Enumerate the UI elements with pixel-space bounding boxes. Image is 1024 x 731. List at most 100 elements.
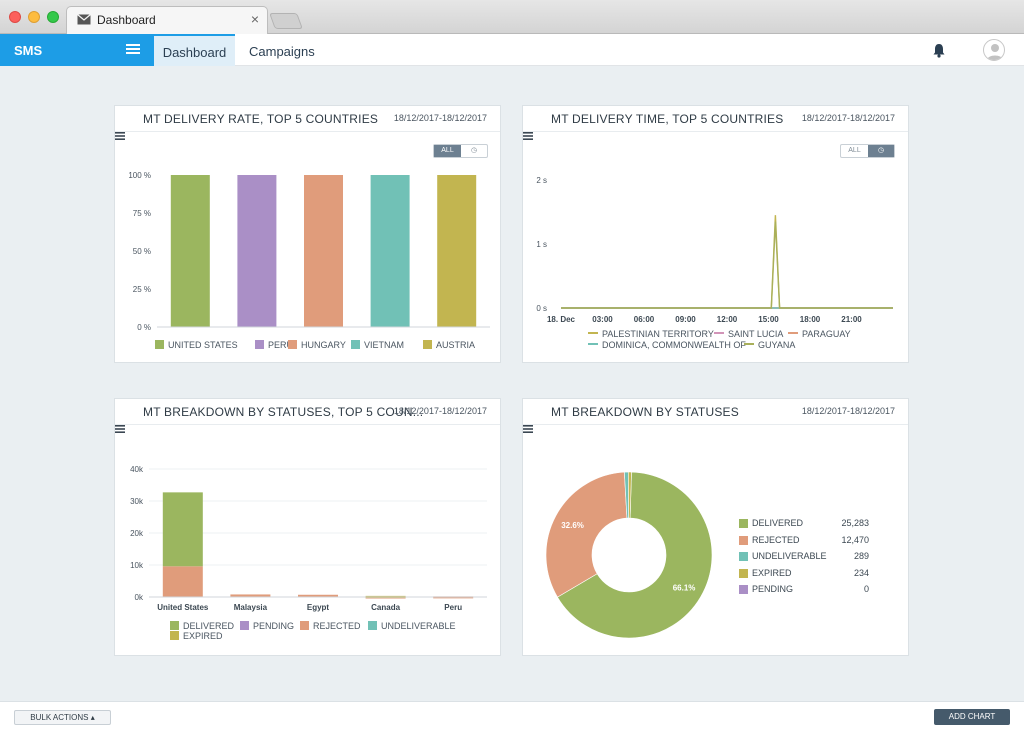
avatar[interactable] (983, 39, 1005, 61)
toggle-all[interactable]: ALL (848, 147, 861, 154)
card-title: MT BREAKDOWN BY STATUSES (551, 405, 739, 419)
legend-item[interactable]: PERU (255, 340, 293, 350)
clock-icon[interactable]: ◷ (868, 145, 894, 157)
card-date-range[interactable]: 18/12/2017-18/12/2017 (801, 406, 895, 416)
menu-icon[interactable] (126, 42, 140, 56)
legend-swatch (739, 585, 748, 594)
donut-slice-delivered (557, 471, 713, 639)
legend-item[interactable]: UNDELIVERABLE (368, 621, 456, 631)
legend-swatch (288, 340, 297, 349)
x-tick-label: 15:00 (758, 315, 779, 324)
legend-label: VIETNAM (364, 340, 405, 350)
x-tick-label: Canada (371, 603, 400, 612)
y-tick-label: 2 s (536, 176, 547, 185)
card-menu-icon[interactable] (115, 132, 125, 140)
x-tick-label: 09:00 (675, 315, 696, 324)
legend-swatch (255, 340, 264, 349)
envelope-icon (77, 14, 91, 25)
tab-campaigns[interactable]: Campaigns (249, 44, 315, 59)
x-tick-label: Malaysia (234, 603, 268, 612)
legend-item[interactable]: DELIVERED (170, 621, 234, 631)
view-toggle: ALL ◷ (840, 144, 895, 158)
legend-swatch (588, 343, 598, 345)
legend-item[interactable]: GUYANA (744, 340, 795, 350)
card-date-range[interactable]: 18/12/2017-18/12/2017 (801, 113, 895, 123)
legend-item[interactable]: EXPIRED (170, 631, 223, 641)
y-tick-label: 30k (130, 497, 144, 506)
legend-label: DELIVERED (183, 621, 235, 631)
legend-label: EXPIRED (183, 631, 223, 641)
card-title: MT DELIVERY RATE, TOP 5 COUNTRIES (143, 112, 379, 126)
legend-item[interactable]: PARAGUAY (788, 329, 851, 339)
legend-item[interactable]: DOMINICA, COMMONWEALTH OF (588, 340, 746, 350)
card-date-range[interactable]: 18/12/2017-18/12/2017 (393, 113, 487, 123)
legend-label: DOMINICA, COMMONWEALTH OF (602, 340, 746, 350)
legend-swatch (170, 621, 179, 630)
legend-item[interactable]: UNITED STATES (155, 340, 238, 350)
y-tick-label: 1 s (536, 240, 547, 249)
x-tick-label: 12:00 (717, 315, 738, 324)
card-menu-icon[interactable] (115, 425, 125, 433)
legend-swatch (155, 340, 164, 349)
browser-tab-title: Dashboard (97, 13, 156, 27)
bell-icon[interactable] (932, 43, 946, 58)
bulk-actions-button[interactable]: BULK ACTIONS ▴ (14, 710, 111, 725)
card-title: MT DELIVERY TIME, TOP 5 COUNTRIES (551, 112, 784, 126)
clock-icon[interactable]: ◷ (470, 147, 478, 154)
legend-item[interactable]: REJECTED (300, 621, 361, 631)
tab-dashboard[interactable]: Dashboard (154, 34, 235, 66)
legend-item[interactable]: VIETNAM (351, 340, 404, 350)
legend-swatch (351, 340, 360, 349)
window-minimize-button[interactable] (28, 11, 40, 23)
new-tab-button[interactable] (269, 13, 303, 29)
browser-tab[interactable]: Dashboard × (66, 6, 268, 35)
legend-swatch (788, 332, 798, 334)
legend-item[interactable]: UNDELIVERABLE 289 (739, 551, 869, 568)
legend-item[interactable]: REJECTED 12,470 (739, 535, 869, 552)
card-header: MT BREAKDOWN BY STATUSES 18/12/2017-18/1… (523, 399, 908, 433)
window-close-button[interactable] (9, 11, 21, 23)
bar-segment-rejected (298, 594, 338, 597)
breakdown-statuses-donut: 66.1% 32.6% (545, 471, 713, 639)
legend-item[interactable]: PENDING 0 (739, 584, 869, 601)
legend-swatch (423, 340, 432, 349)
legend-label: UNDELIVERABLE (381, 621, 456, 631)
legend-item[interactable]: AUSTRIA (423, 340, 475, 350)
series-line-palestinian-territory (561, 215, 893, 309)
legend-item[interactable]: SAINT LUCIA (714, 329, 783, 339)
legend-label: SAINT LUCIA (728, 329, 784, 339)
card-header: MT DELIVERY TIME, TOP 5 COUNTRIES 18/12/… (523, 106, 908, 140)
donut-legend: DELIVERED 25,283 REJECTED 12,470 UNDELIVERAB… (739, 518, 869, 601)
donut-data-label: 32.6% (561, 521, 584, 530)
card-menu-icon[interactable] (523, 132, 533, 140)
chart-legend: DELIVERED PENDING REJECTED UNDELIVERABLE EXP… (170, 621, 490, 645)
x-tick-label: United States (157, 603, 209, 612)
legend-value: 289 (853, 551, 869, 561)
card-menu-icon[interactable] (523, 425, 533, 433)
legend-swatch (739, 568, 748, 578)
legend-item[interactable]: PALESTINIAN TERRITORY (588, 329, 714, 339)
legend-label: REJECTED (313, 621, 361, 631)
legend-item[interactable]: PENDING (240, 621, 294, 631)
legend-swatch (714, 332, 724, 334)
window-zoom-button[interactable] (47, 11, 59, 23)
legend-item[interactable]: DELIVERED 25,283 (739, 518, 869, 535)
series-line-guyana (561, 221, 893, 309)
bar-austria (437, 175, 477, 327)
legend-item[interactable]: HUNGARY (288, 340, 346, 350)
donut-slice-expired (627, 471, 632, 519)
legend-label: PARAGUAY (802, 329, 851, 339)
legend-swatch (739, 552, 748, 561)
y-tick-label: 100 % (128, 171, 151, 180)
legend-item[interactable]: EXPIRED 234 (739, 568, 869, 585)
view-toggle: ALL ◷ (433, 144, 488, 158)
card-breakdown-statuses: MT BREAKDOWN BY STATUSES 18/12/2017-18/1… (522, 398, 909, 656)
card-header: MT DELIVERY RATE, TOP 5 COUNTRIES 18/12/… (115, 106, 500, 140)
delivery-rate-chart: 0 % 25 % 50 % 75 % 100 % (128, 171, 490, 332)
bar-segment-rejected (230, 594, 271, 597)
add-chart-button[interactable]: ADD CHART (934, 709, 1010, 725)
card-delivery-rate: MT DELIVERY RATE, TOP 5 COUNTRIES 18/12/… (114, 105, 501, 363)
card-date-range[interactable]: 18/12/2017-18/12/2017 (393, 406, 487, 416)
toggle-all[interactable]: ALL (434, 145, 461, 157)
tab-close-icon[interactable]: × (250, 11, 259, 27)
